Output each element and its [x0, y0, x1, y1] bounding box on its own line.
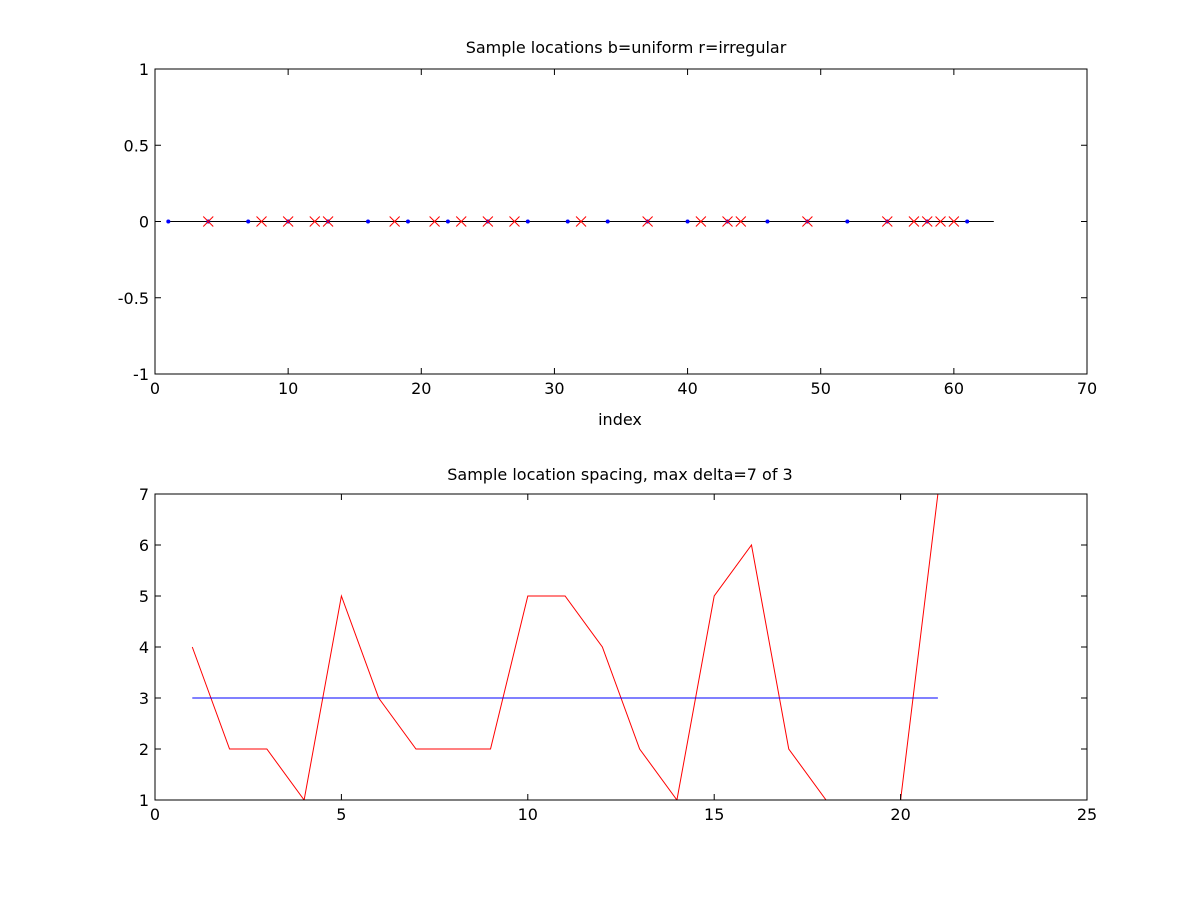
uniform-sample-point [965, 219, 970, 224]
spacing-line [191, 494, 939, 800]
y-tick-label: 1 [139, 60, 149, 79]
y-tick-label: 0.5 [124, 136, 149, 155]
uniform-sample-point [246, 219, 251, 224]
x-tick-label: 20 [890, 805, 910, 824]
x-tick-label: 70 [1077, 379, 1097, 398]
uniform-sample-point [166, 219, 171, 224]
y-tick-label: 6 [139, 536, 149, 555]
irregular-sample-point [935, 216, 946, 227]
plot-area [191, 494, 939, 800]
uniform-sample-point [525, 219, 530, 224]
x-tick-label: 15 [704, 805, 724, 824]
x-tick-label: 40 [677, 379, 697, 398]
y-tick-label: -1 [133, 365, 149, 384]
x-tick-label: 0 [150, 805, 160, 824]
irregular-sample-point [509, 216, 520, 227]
irregular-sample-point [575, 216, 587, 227]
uniform-sample-point [605, 219, 610, 224]
uniform-sample-point [366, 219, 371, 224]
y-tick-label: 1 [139, 791, 149, 810]
axes-sample-spacing: Sample location spacing, max delta=7 of … [139, 465, 1097, 824]
chart-title: Sample location spacing, max delta=7 of … [447, 465, 792, 484]
y-tick-label: -0.5 [118, 289, 149, 308]
x-tick-label: 20 [411, 379, 431, 398]
uniform-sample-point [445, 219, 450, 224]
uniform-sample-point [685, 219, 690, 224]
x-tick-label: 25 [1077, 805, 1097, 824]
axes-sample-locations: Sample locations b=uniform r=irregular i… [118, 38, 1097, 429]
irregular-sample-point [735, 216, 747, 227]
y-tick-label: 0 [139, 213, 149, 232]
uniform-sample-point [765, 219, 770, 224]
y-tick-label: 3 [139, 689, 149, 708]
uniform-sample-point [405, 219, 410, 224]
irregular-sample-point [256, 216, 267, 227]
irregular-sample-point [881, 216, 893, 227]
irregular-sample-point [948, 216, 960, 227]
x-axis-label: index [598, 410, 642, 429]
irregular-sample-point [322, 216, 334, 227]
chart-title: Sample locations b=uniform r=irregular [466, 38, 787, 57]
irregular-sample-point [282, 216, 294, 227]
x-tick-label: 10 [278, 379, 298, 398]
y-tick-label: 2 [139, 740, 149, 759]
irregular-sample-point [908, 216, 920, 227]
x-tick-label: 5 [336, 805, 346, 824]
irregular-sample-point [389, 216, 401, 227]
plot-area [166, 216, 994, 227]
y-tick-label: 4 [139, 638, 149, 657]
irregular-sample-point [802, 216, 813, 227]
uniform-sample-point [565, 219, 570, 224]
irregular-sample-point [455, 216, 467, 227]
x-tick-label: 60 [944, 379, 964, 398]
y-tick-label: 7 [139, 485, 149, 504]
irregular-sample-point [202, 216, 214, 227]
irregular-sample-point [695, 216, 707, 227]
uniform-sample-point [845, 219, 850, 224]
irregular-sample-point [482, 216, 494, 227]
x-tick-label: 50 [811, 379, 831, 398]
x-tick-label: 30 [544, 379, 564, 398]
irregular-sample-point [722, 216, 733, 227]
irregular-sample-point [642, 216, 653, 227]
y-tick-label: 5 [139, 587, 149, 606]
irregular-sample-point [309, 216, 321, 227]
x-tick-label: 0 [150, 379, 160, 398]
x-tick-label: 10 [518, 805, 538, 824]
irregular-sample-point [921, 216, 933, 227]
irregular-sample-point [429, 216, 440, 227]
